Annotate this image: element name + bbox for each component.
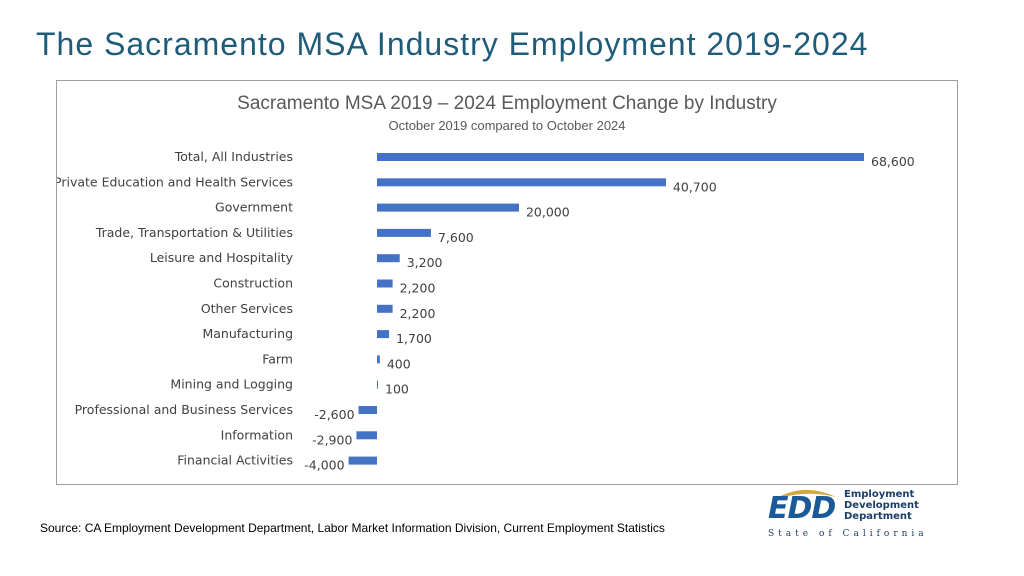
data-label: -4,000 [304, 458, 344, 473]
data-label: 20,000 [526, 205, 570, 220]
bar [377, 228, 431, 237]
logo-line-development: Development [844, 500, 919, 511]
chart-subtitle: October 2019 compared to October 2024 [388, 118, 626, 133]
logo-line-employment: Employment [844, 489, 915, 500]
data-label: 3,200 [407, 255, 443, 270]
bar [377, 279, 393, 288]
category-label: Leisure and Hospitality [150, 250, 294, 265]
bar [377, 153, 864, 161]
slide-title: The Sacramento MSA Industry Employment 2… [36, 26, 869, 62]
data-label: 400 [387, 356, 411, 371]
category-label: Manufacturing [202, 326, 293, 341]
category-label: Private Education and Health Services [57, 174, 293, 189]
bar [348, 456, 377, 465]
bar [377, 380, 378, 389]
data-label: 100 [385, 382, 409, 397]
logo-swoosh-icon [772, 489, 836, 501]
bar [377, 203, 519, 212]
bar [377, 178, 666, 187]
chart-frame: Sacramento MSA 2019 – 2024 Employment Ch… [56, 80, 958, 485]
category-label: Professional and Business Services [75, 402, 293, 417]
edd-logo: EDD Employment Development Department St… [766, 487, 924, 547]
category-label: Construction [213, 276, 293, 291]
category-label: Mining and Logging [170, 377, 293, 392]
data-label: 1,700 [396, 331, 432, 346]
logo-edd-mark: EDD [768, 491, 836, 526]
bar [377, 304, 393, 313]
category-label: Trade, Transportation & Utilities [95, 225, 293, 240]
data-label: 7,600 [438, 230, 474, 245]
source-note: Source: CA Employment Development Depart… [40, 521, 665, 535]
bar [377, 355, 380, 364]
logo-line-department: Department [844, 511, 912, 522]
chart-title: Sacramento MSA 2019 – 2024 Employment Ch… [237, 93, 777, 114]
bar-chart: Total, All Industries 68,600 Private Educa… [57, 149, 915, 473]
logo-state-line: State of California [768, 529, 928, 539]
data-label: 2,200 [400, 306, 436, 321]
bar [377, 330, 390, 339]
category-label: Other Services [201, 301, 293, 316]
data-label: 40,700 [673, 179, 717, 194]
logo-wordmark: Employment Development Department [844, 489, 919, 522]
data-label: -2,600 [314, 407, 354, 422]
bar [358, 406, 377, 414]
category-label: Government [215, 200, 293, 215]
bar [356, 431, 377, 440]
category-label: Information [221, 427, 293, 442]
data-label: 68,600 [871, 154, 915, 169]
category-label: Financial Activities [177, 453, 293, 468]
category-label: Total, All Industries [174, 149, 293, 164]
bar [377, 254, 400, 263]
data-label: -2,900 [312, 432, 352, 447]
data-label: 2,200 [400, 281, 436, 296]
category-label: Farm [262, 351, 293, 366]
